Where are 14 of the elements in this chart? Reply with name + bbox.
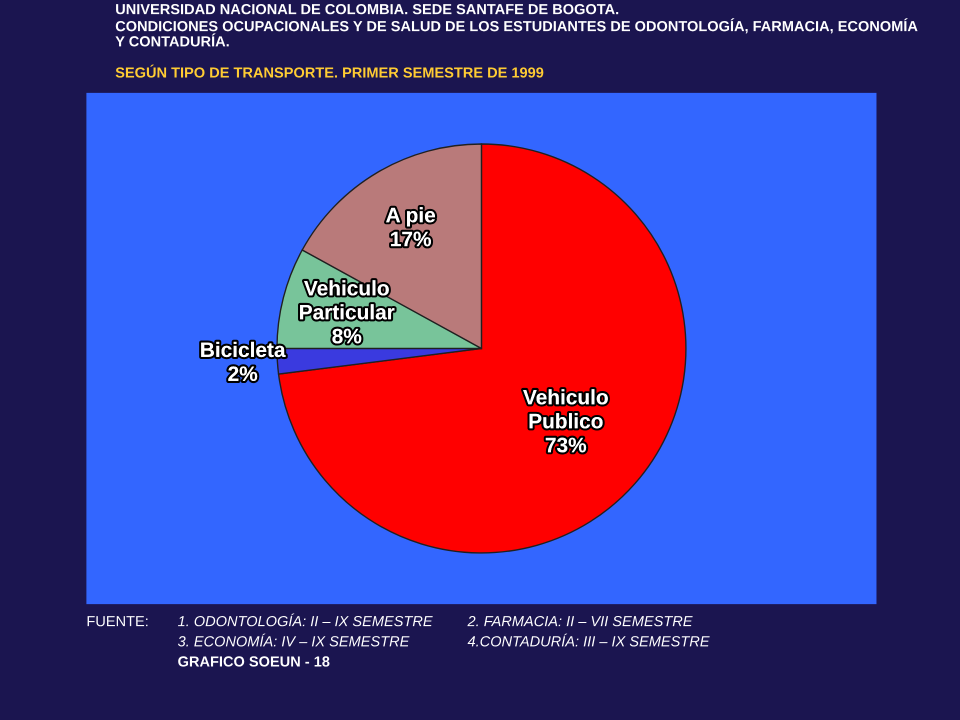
data-label: 17%: [391, 232, 431, 246]
data-label: 73%: [546, 438, 586, 452]
text: 1. ODONTOLOGÍA: II – IX SEMESTRE: [178, 614, 433, 626]
text: 3. ECONOMÍA: IV – IX SEMESTRE: [178, 634, 410, 646]
text: GRAFICO SOEUN - 18: [178, 656, 330, 667]
chart-title: UNIVERSIDAD NACIONAL DE COLOMBIA. SEDE SANTAFE DE BOGOTA. CONDICIONES OCUPACIONALES Y DE SALUD DE LOS ESTUDIANTES DE ODONTOLOGÍA, FARMACIA, ECONOMÍA Y CONTADURÍA.: [115, 4, 918, 46]
text: 2. FARMACIA: II – VII SEMESTRE: [467, 616, 693, 626]
text: 4.CONTADURÍA: III – IX SEMESTRE: [468, 634, 710, 646]
slice-label: Vehiculo Publico: [523, 389, 608, 428]
slice-label: A pie: [386, 207, 436, 227]
data-label: 2%: [228, 366, 258, 382]
data-label: 8%: [332, 328, 362, 344]
source-note: FUENTE:: [88, 616, 148, 626]
chart-subtitle: SEGÚN TIPO DE TRANSPORTE. PRIMER SEMESTRE DE 1999: [116, 64, 544, 78]
